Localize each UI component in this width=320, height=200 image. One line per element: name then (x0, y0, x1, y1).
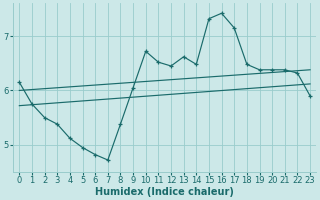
X-axis label: Humidex (Indice chaleur): Humidex (Indice chaleur) (95, 187, 234, 197)
